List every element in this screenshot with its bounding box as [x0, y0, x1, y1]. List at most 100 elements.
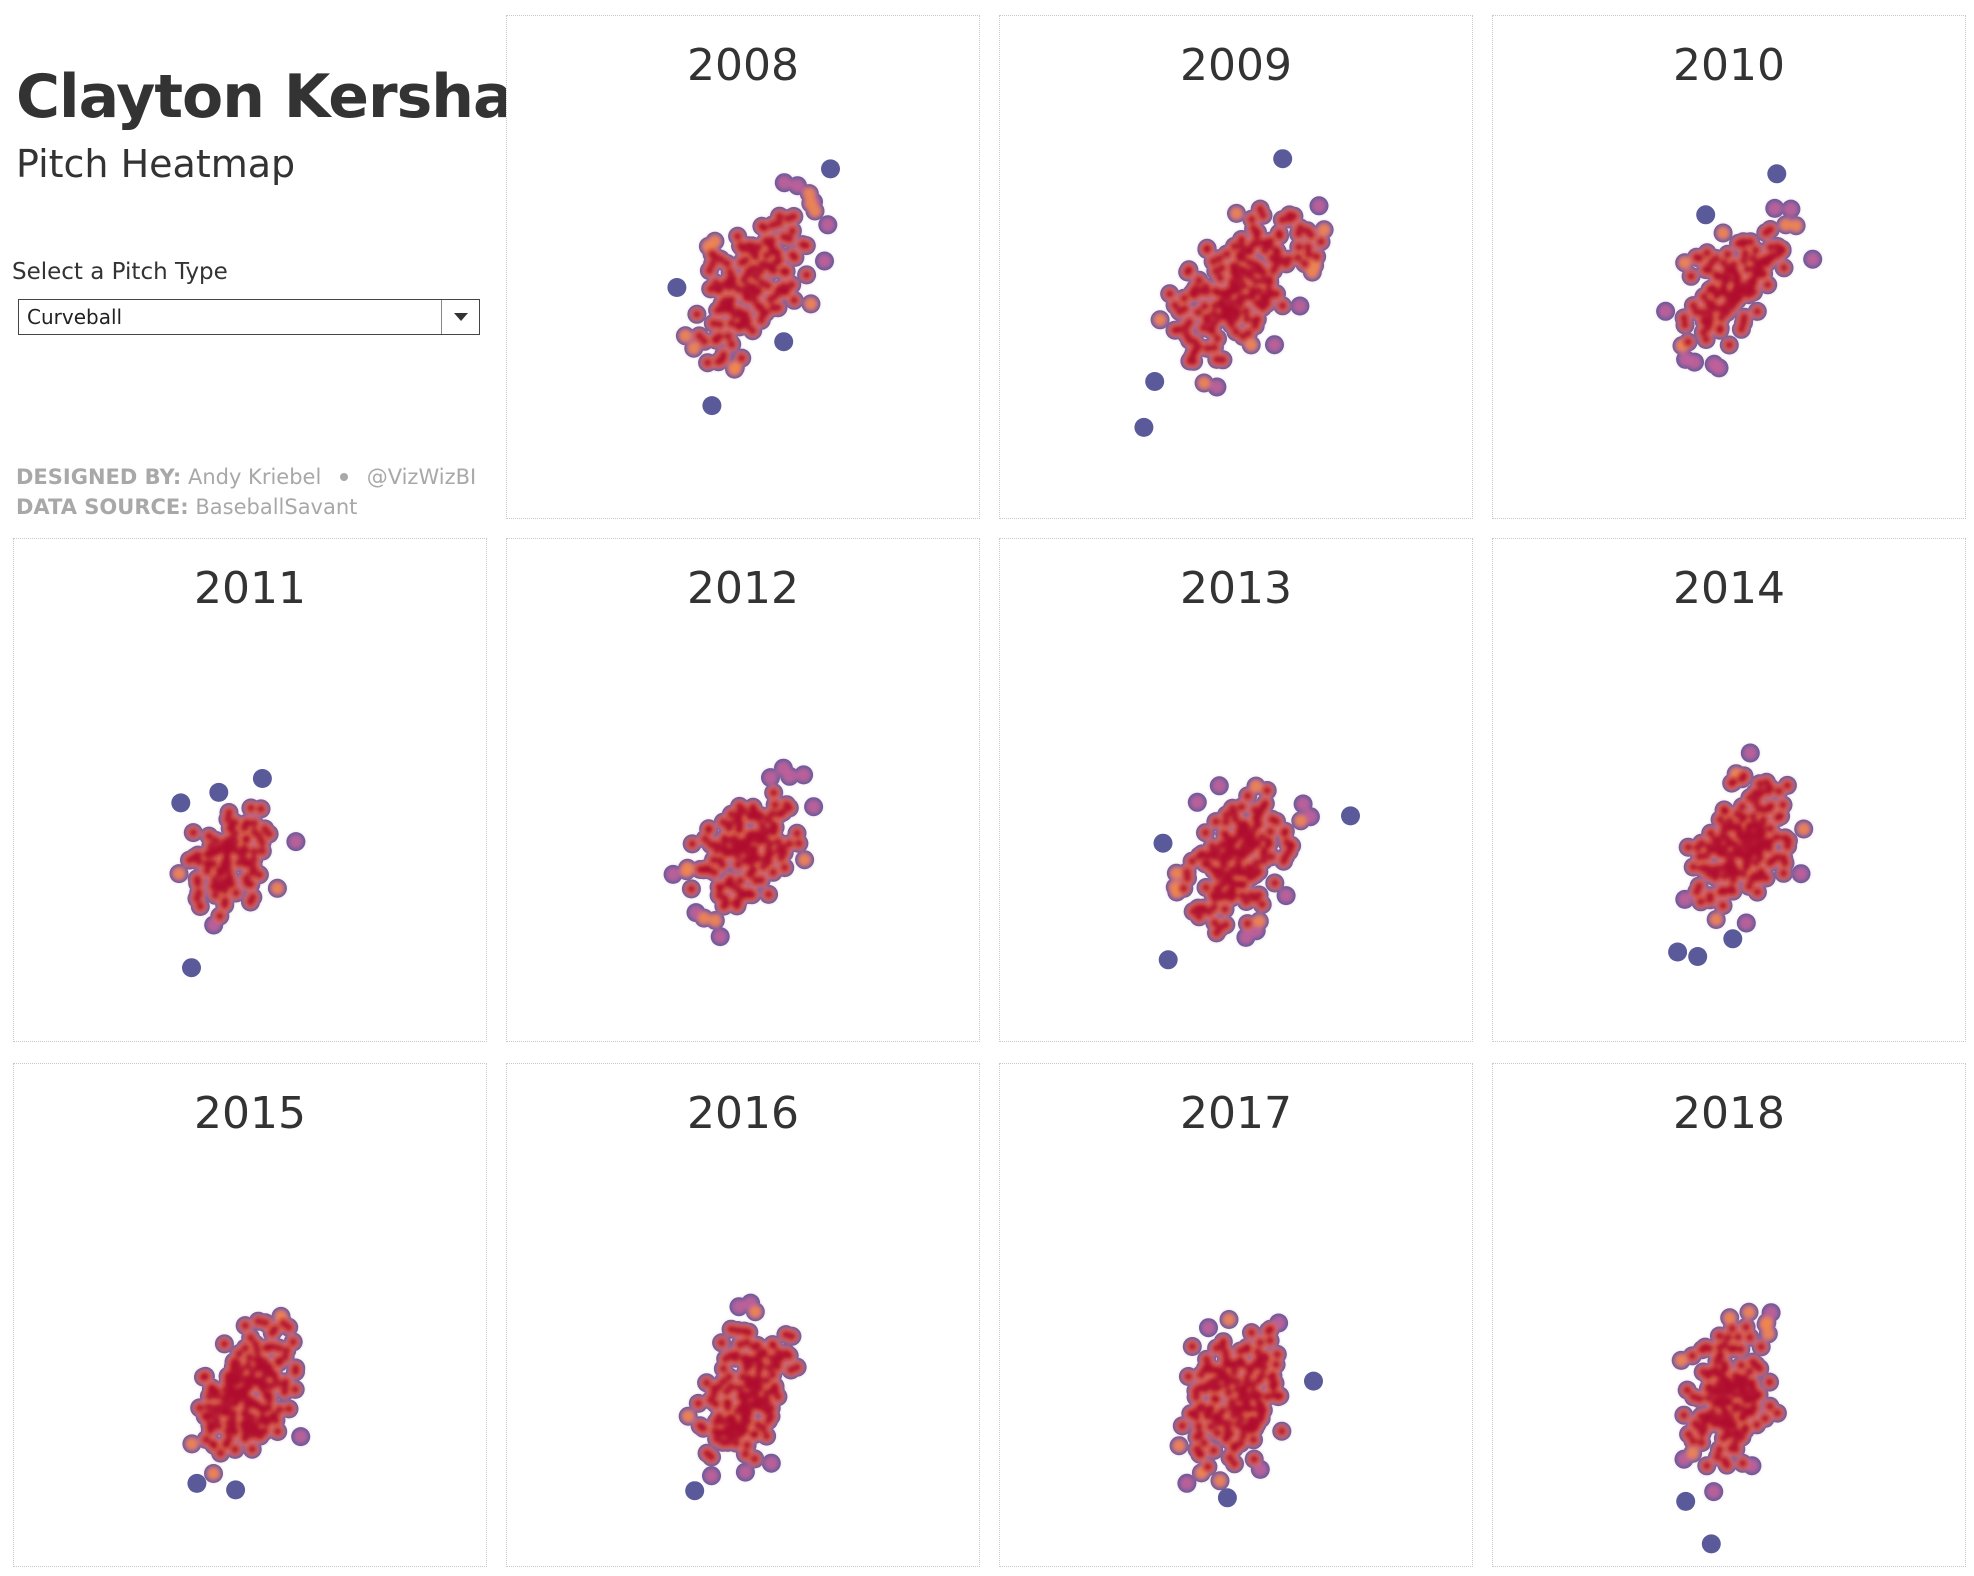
pitch-point	[1254, 286, 1264, 296]
pitch-point	[704, 825, 714, 835]
pitch-point	[770, 247, 780, 257]
separator-dot-icon	[340, 472, 348, 481]
heatmap-panel-2015: 2015	[13, 1063, 487, 1567]
pitch-point	[1752, 887, 1762, 897]
pitch-point	[787, 226, 797, 236]
pitch-point	[702, 396, 722, 416]
pitch-point	[1679, 313, 1689, 323]
pitch-point	[1715, 848, 1725, 858]
pitch-point	[1229, 809, 1239, 818]
pitch-point	[1267, 814, 1277, 824]
pitch-point	[1262, 786, 1272, 795]
pitch-point	[720, 893, 730, 903]
pitch-point	[789, 295, 799, 305]
pitch-point	[192, 874, 202, 884]
pitch-point	[1720, 821, 1730, 831]
pitch-point	[740, 856, 750, 866]
pitch-point	[1284, 254, 1294, 264]
pitch-point	[1764, 804, 1774, 814]
pitch-point	[735, 876, 745, 886]
pitch-point	[1731, 284, 1740, 294]
pitch-point	[681, 862, 694, 875]
pitch-point	[729, 882, 739, 892]
panel-year-label: 2008	[687, 40, 799, 91]
designed-by-line: DESIGNED BY: Andy Kriebel @VizWizBI	[16, 462, 476, 492]
pitch-point	[1250, 839, 1260, 849]
pitch-point	[1717, 313, 1726, 323]
pitch-point	[280, 1352, 290, 1362]
pitch-point	[1680, 320, 1690, 330]
pitch-point	[746, 246, 756, 256]
pitch-point	[1767, 200, 1783, 216]
pitch-point	[185, 1437, 198, 1450]
pitch-point	[1220, 829, 1230, 839]
pitch-point	[1227, 885, 1237, 895]
pitch-point	[1243, 919, 1252, 929]
pitch-point	[219, 1339, 229, 1349]
pitch-point	[293, 1429, 309, 1445]
pitch-point	[1221, 817, 1231, 827]
pitch-point	[1239, 247, 1249, 256]
pitch-point	[709, 914, 722, 927]
pitch-point	[1211, 778, 1227, 794]
pitch-point	[1229, 267, 1239, 277]
pitch-type-label: Select a Pitch Type	[12, 259, 228, 285]
pitch-point	[1209, 309, 1219, 319]
pitch-point	[239, 844, 249, 854]
pitch-point	[1776, 811, 1786, 821]
pitch-point	[1234, 294, 1244, 304]
pitch-point	[1805, 251, 1821, 267]
pitch-point	[1170, 867, 1183, 880]
pitch-point	[1220, 306, 1230, 316]
pitch-point	[1208, 257, 1218, 266]
pitch-point	[802, 270, 812, 280]
pitch-point	[711, 335, 721, 345]
density-layer-0	[169, 769, 306, 978]
pitch-point	[1203, 343, 1212, 353]
pitch-point	[224, 808, 234, 817]
pitch-point	[251, 1339, 261, 1349]
pitch-point	[764, 889, 774, 899]
pitch-point	[250, 827, 259, 837]
pitch-point	[216, 1448, 226, 1458]
pitch-point	[242, 1410, 251, 1419]
panel-year-label: 2012	[687, 563, 799, 614]
pitch-point	[1198, 377, 1211, 389]
pitch-point	[1779, 218, 1792, 231]
pitch-point	[1223, 840, 1233, 849]
pitch-point	[735, 322, 745, 332]
pitch-point	[241, 873, 251, 883]
pitch-point	[249, 847, 259, 856]
pitch-point	[692, 309, 702, 319]
pitch-point	[1745, 793, 1755, 803]
pitch-point	[1726, 292, 1736, 301]
pitch-point	[721, 835, 731, 845]
pitch-point	[1170, 300, 1180, 310]
pitch-point	[271, 882, 284, 895]
pitch-point	[1209, 379, 1225, 395]
pitch-point	[1688, 947, 1708, 966]
pitch-point	[737, 353, 747, 363]
pitch-point	[1737, 802, 1747, 812]
pitch-point	[1278, 301, 1288, 311]
pitch-point	[1793, 866, 1809, 882]
pitch-point	[733, 851, 742, 861]
pitch-point	[240, 1343, 250, 1353]
pitch-point	[204, 1402, 213, 1412]
pitch-point	[1774, 786, 1784, 796]
pitch-point	[769, 266, 779, 276]
pitch-point	[1260, 245, 1270, 255]
pitch-point	[1733, 822, 1743, 832]
pitch-point	[1778, 800, 1788, 810]
pitch-point	[709, 855, 718, 865]
pitch-point	[252, 1355, 262, 1365]
pitch-point	[239, 853, 249, 863]
pitch-point	[241, 835, 251, 845]
pitch-type-dropdown[interactable]: Curveball	[18, 299, 480, 335]
pitch-point	[182, 958, 201, 978]
dropdown-toggle-button[interactable]	[441, 300, 479, 334]
pitch-point	[1145, 372, 1165, 391]
pitch-point	[733, 897, 743, 907]
pitch-point	[203, 849, 212, 859]
pitch-point	[1715, 815, 1725, 825]
